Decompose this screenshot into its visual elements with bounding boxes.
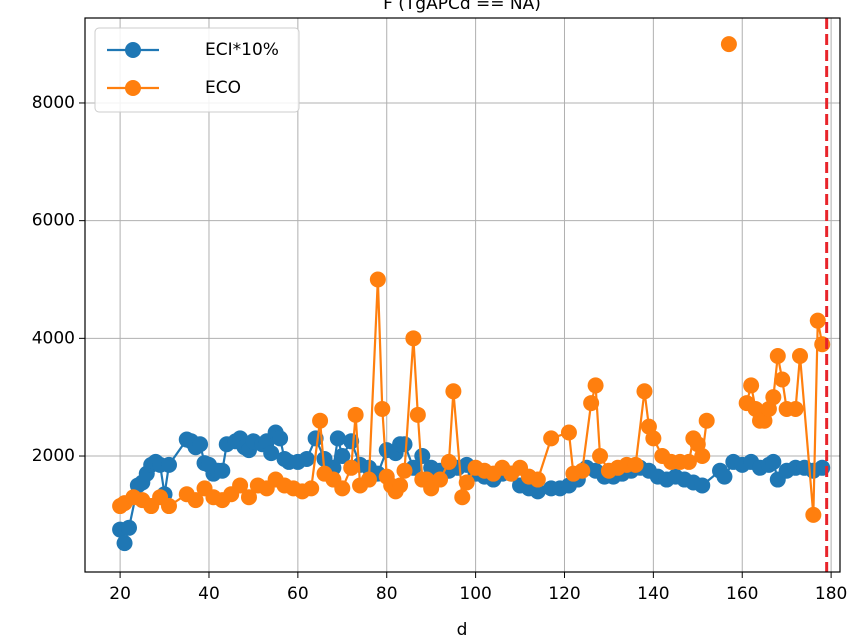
data-point [774,371,791,388]
data-point [329,430,346,447]
data-point [192,436,209,453]
legend-marker [125,80,141,96]
data-point [529,483,546,500]
x-tick-label: 120 [548,584,580,604]
data-point [396,436,413,453]
chart-title: F (TgAPCd == NA) [383,0,541,14]
data-point [360,471,377,488]
y-tick-label: 4000 [32,328,75,348]
data-point [720,36,737,53]
data-point [392,477,409,494]
data-point [334,448,351,465]
data-point [116,535,133,552]
data-point [120,519,137,536]
plot-frame [84,17,841,573]
x-tick-label: 80 [376,584,398,604]
data-point [343,459,360,476]
x-tick-label: 100 [459,584,491,604]
data-point [232,477,249,494]
data-point [445,383,462,400]
legend-label: ECI*10% [205,40,279,60]
data-point [787,400,804,417]
data-point [765,389,782,406]
y-tick-label: 6000 [32,211,75,231]
data-point [458,474,475,491]
data-point [409,406,426,423]
data-point [405,330,422,347]
data-point [272,430,289,447]
data-point [263,445,280,462]
x-tick-label: 40 [198,584,220,604]
data-point [369,271,386,288]
data-point [592,448,609,465]
data-point [240,489,257,506]
data-point [347,406,364,423]
x-tick-label: 60 [287,584,309,604]
y-tick-label: 2000 [32,446,75,466]
data-point [645,430,662,447]
data-point [543,430,560,447]
data-point [587,377,604,394]
x-axis-label: d [457,620,468,640]
data-point [574,462,591,479]
data-point [765,453,782,470]
data-point [694,448,711,465]
data-point [160,456,177,473]
legend-marker [125,42,141,58]
legend-label: ECO [205,78,241,98]
data-point [454,489,471,506]
data-point [187,492,204,509]
data-point [307,430,324,447]
series [112,36,831,523]
data-point [769,347,786,364]
data-point [809,312,826,329]
data-point [396,462,413,479]
x-tick-label: 140 [637,584,669,604]
data-point [343,433,360,450]
data-point [529,471,546,488]
data-point [334,480,351,497]
data-point [414,448,431,465]
data-point [303,480,320,497]
data-point [805,506,822,523]
data-point [432,471,449,488]
data-point [440,453,457,470]
x-tick-label: 160 [726,584,758,604]
data-point [680,453,697,470]
data-point [583,395,600,412]
data-point [312,412,329,429]
data-point [698,412,715,429]
data-point [374,400,391,417]
x-tick-label: 20 [109,584,131,604]
data-point [743,377,760,394]
data-point [636,383,653,400]
data-point [694,477,711,494]
data-point [792,347,809,364]
data-point [560,424,577,441]
data-point [214,462,231,479]
data-point [160,498,177,515]
data-point [716,468,733,485]
x-tick-label: 180 [815,584,847,604]
y-tick-label: 8000 [32,93,75,113]
data-point [298,450,315,467]
data-point [627,456,644,473]
